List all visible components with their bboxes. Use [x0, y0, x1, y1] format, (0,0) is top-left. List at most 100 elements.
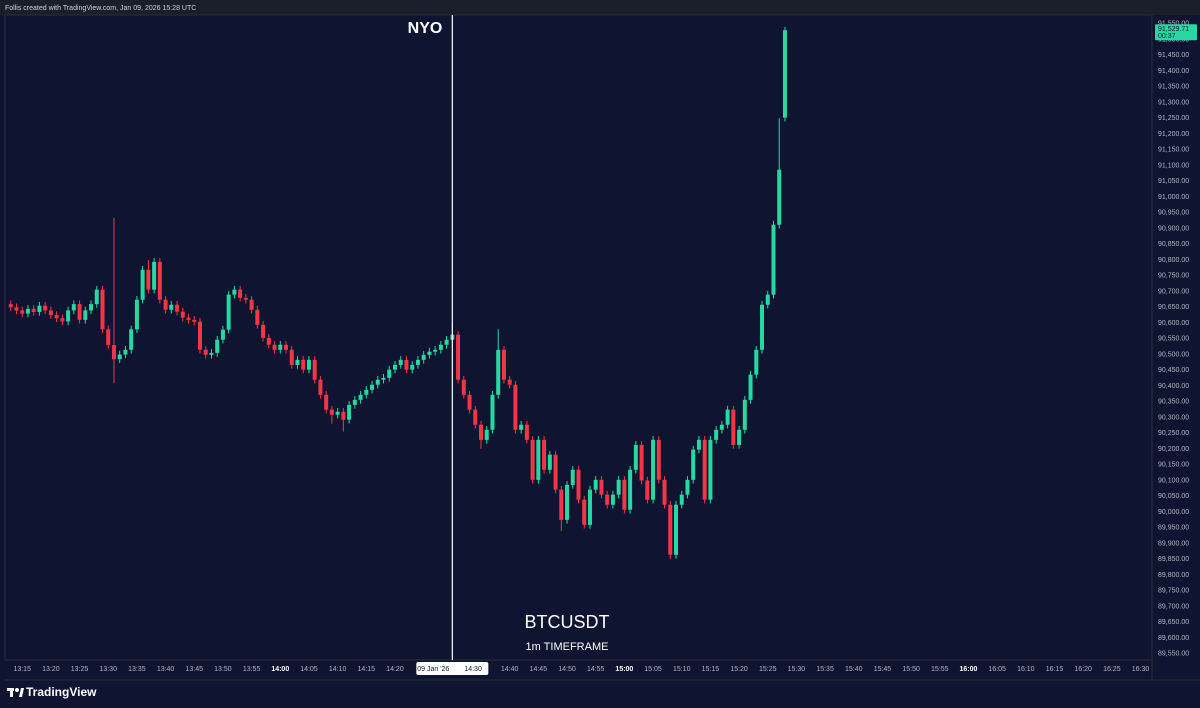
candle-body — [628, 469, 633, 510]
x-tick-label: 14:45 — [530, 666, 548, 673]
y-tick-label: 91,000.00 — [1158, 194, 1189, 201]
candle-body — [312, 359, 317, 380]
candle-body — [358, 394, 363, 400]
x-tick-label: 16:00 — [960, 666, 978, 673]
candle-body — [123, 349, 128, 355]
y-tick-label: 91,050.00 — [1158, 178, 1189, 185]
y-tick-label: 89,550.00 — [1158, 651, 1189, 658]
x-tick-label: 13:55 — [243, 666, 261, 673]
candle-body — [737, 429, 742, 445]
y-tick-label: 90,250.00 — [1158, 430, 1189, 437]
candle-body — [490, 394, 495, 430]
candle-body — [662, 479, 667, 505]
candle-body — [444, 339, 449, 345]
candle-body — [71, 304, 76, 311]
candle-body — [530, 439, 535, 480]
candle-body — [760, 304, 765, 350]
candle-body — [249, 299, 254, 310]
x-tick-label: 14:00 — [271, 666, 289, 673]
candle-body — [519, 424, 524, 430]
candle-body — [186, 317, 191, 320]
candle-body — [77, 304, 82, 320]
candle-body — [209, 352, 214, 355]
y-tick-label: 90,300.00 — [1158, 414, 1189, 421]
candle-body — [261, 324, 266, 338]
y-tick-label: 90,050.00 — [1158, 493, 1189, 500]
footer-bar — [0, 681, 1200, 708]
candle-body — [547, 454, 552, 470]
candle-body — [306, 359, 311, 370]
candle-body — [622, 479, 627, 510]
candle-body — [599, 479, 604, 495]
y-tick-label: 89,950.00 — [1158, 525, 1189, 532]
x-tick-label: 15:00 — [615, 666, 633, 673]
y-tick-label: 91,200.00 — [1158, 131, 1189, 138]
candle-body — [347, 404, 352, 420]
x-tick-label: 14:50 — [558, 666, 576, 673]
x-tick-label: 14:10 — [329, 666, 347, 673]
candle-body — [392, 364, 397, 370]
candle-body — [754, 349, 759, 375]
candle-body — [375, 379, 380, 385]
symbol-watermark: BTCUSDT — [525, 612, 610, 632]
candle-body — [696, 439, 701, 450]
candle-body — [66, 310, 71, 322]
candle-body — [610, 494, 615, 505]
candle-body — [633, 444, 638, 470]
candle-body — [691, 449, 696, 480]
candle-body — [484, 429, 489, 440]
candle-body — [169, 304, 174, 310]
candle-body — [117, 354, 122, 360]
y-tick-label: 91,250.00 — [1158, 115, 1189, 122]
candle-body — [106, 329, 111, 346]
x-tick-label: 14:40 — [501, 666, 519, 673]
y-tick-label: 89,900.00 — [1158, 540, 1189, 547]
candle-body — [152, 261, 157, 290]
candle-body — [421, 354, 426, 360]
candle-body — [559, 489, 564, 520]
candle-body — [266, 337, 271, 345]
last-price-box — [1155, 24, 1197, 41]
candle-body — [341, 411, 346, 420]
y-tick-label: 90,750.00 — [1158, 273, 1189, 280]
x-tick-label: 16:20 — [1074, 666, 1092, 673]
candle-body — [685, 479, 690, 495]
last-price-label: 91,529.71 — [1158, 26, 1189, 33]
candle-body — [387, 369, 392, 378]
candle-body — [203, 349, 208, 355]
candle-body — [54, 315, 59, 319]
session-label: NYO — [408, 20, 443, 37]
candle-body — [398, 359, 403, 365]
candle-body — [140, 269, 145, 300]
candle-body — [295, 359, 300, 365]
candle-body — [289, 349, 294, 365]
header-bar — [0, 0, 1200, 15]
y-tick-label: 91,350.00 — [1158, 84, 1189, 91]
y-tick-label: 91,100.00 — [1158, 162, 1189, 169]
candle-body — [507, 379, 512, 385]
y-tick-label: 90,150.00 — [1158, 462, 1189, 469]
y-tick-label: 90,550.00 — [1158, 336, 1189, 343]
candle-body — [570, 469, 575, 485]
candle-body — [329, 409, 334, 415]
candle-body — [565, 484, 570, 520]
candle-body — [410, 364, 415, 370]
candle-body — [725, 409, 730, 425]
candle-body — [679, 494, 684, 505]
logo-text: TradingView — [26, 685, 97, 699]
x-tick-label: 16:10 — [1017, 666, 1035, 673]
candle-body — [605, 494, 610, 505]
y-tick-label: 91,300.00 — [1158, 99, 1189, 106]
candle-body — [192, 319, 197, 322]
candle-body — [542, 439, 547, 470]
candle-body — [20, 310, 25, 314]
candle-body — [765, 294, 770, 305]
candle-body — [364, 389, 369, 395]
y-tick-label: 90,700.00 — [1158, 288, 1189, 295]
x-tick-label: 13:40 — [157, 666, 175, 673]
y-tick-label: 90,850.00 — [1158, 241, 1189, 248]
candle-body — [668, 504, 673, 555]
candle-body — [352, 399, 357, 405]
candle-body — [272, 344, 277, 350]
